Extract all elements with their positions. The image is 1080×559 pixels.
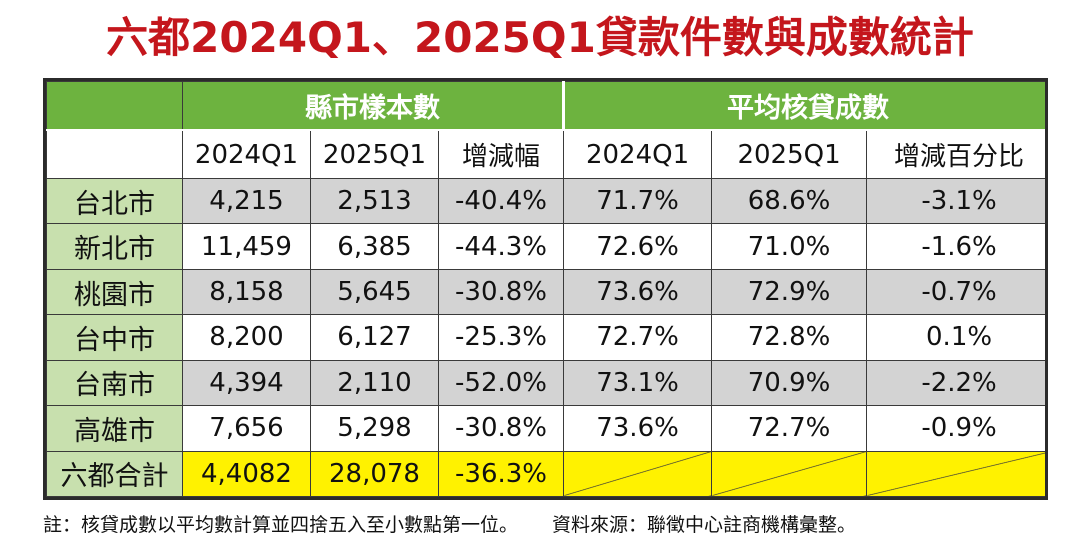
table-cell: 72.6%	[563, 223, 713, 270]
table-cell: -30.8%	[437, 405, 565, 452]
column-header: 2025Q1	[711, 129, 868, 179]
corner-diagonal-cell	[46, 129, 183, 179]
total-empty-diagonal-cell	[711, 450, 868, 497]
table-cell: -3.1%	[866, 177, 1045, 225]
column-header: 增減百分比	[866, 129, 1045, 179]
table-cell: -1.6%	[866, 223, 1045, 270]
table-cell: 6,385	[310, 223, 439, 270]
table-cell: 2,513	[310, 177, 439, 225]
table-cell: -44.3%	[437, 223, 565, 270]
table-cell: 8,200	[182, 314, 311, 361]
table-cell: 0.1%	[866, 314, 1045, 361]
table-cell: 72.9%	[711, 268, 868, 316]
city-name-cell: 桃園市	[46, 268, 183, 316]
table-cell: -0.9%	[866, 405, 1045, 452]
total-empty-diagonal-cell	[563, 450, 713, 497]
column-header: 2024Q1	[182, 129, 311, 179]
city-name-cell: 台南市	[46, 359, 183, 407]
total-row: 六都合計 4,4082 28,078 -36.3%	[46, 450, 1045, 497]
city-name-cell: 高雄市	[46, 405, 183, 452]
table-row: 台中市 8,200 6,127 -25.3% 72.7% 72.8% 0.1%	[46, 314, 1045, 361]
stats-table: 縣市樣本數 平均核貸成數 2024Q1 2025Q1 增減幅 2024Q1 20…	[43, 78, 1048, 500]
table-cell: -30.8%	[437, 268, 565, 316]
group-header-avg-ratio: 平均核貸成數	[562, 81, 1045, 131]
table-cell: 11,459	[182, 223, 311, 270]
table-cell: 7,656	[182, 405, 311, 452]
total-cell: -36.3%	[437, 450, 565, 497]
table-cell: 72.7%	[711, 405, 868, 452]
table-cell: -2.2%	[866, 359, 1045, 407]
table-cell: 70.9%	[711, 359, 868, 407]
table-row: 台北市 4,215 2,513 -40.4% 71.7% 68.6% -3.1%	[46, 177, 1045, 225]
table-cell: 2,110	[310, 359, 439, 407]
total-cell: 28,078	[310, 450, 439, 497]
table-cell: 5,645	[310, 268, 439, 316]
total-empty-diagonal-cell	[866, 450, 1045, 497]
source-text: 資料來源：聯徵中心註商機構彙整。	[552, 514, 857, 536]
group-header-row: 縣市樣本數 平均核貸成數	[46, 81, 1045, 131]
city-name-cell: 台中市	[46, 314, 183, 361]
table-cell: -40.4%	[437, 177, 565, 225]
table-cell: 73.6%	[563, 268, 713, 316]
table-cell: 71.7%	[563, 177, 713, 225]
table-cell: -0.7%	[866, 268, 1045, 316]
table-cell: 68.6%	[711, 177, 868, 225]
table-cell: 4,394	[182, 359, 311, 407]
table-cell: 73.1%	[563, 359, 713, 407]
table-row: 高雄市 7,656 5,298 -30.8% 73.6% 72.7% -0.9%	[46, 405, 1045, 452]
table-cell: 71.0%	[711, 223, 868, 270]
column-header: 增減幅	[437, 129, 565, 179]
corner-header-top	[46, 81, 183, 131]
total-cell: 4,4082	[182, 450, 311, 497]
column-header: 2024Q1	[563, 129, 713, 179]
table-row: 桃園市 8,158 5,645 -30.8% 73.6% 72.9% -0.7%	[46, 268, 1045, 316]
table-cell: 4,215	[182, 177, 311, 225]
city-name-cell: 新北市	[46, 223, 183, 270]
footnote: 註：核貸成數以平均數計算並四捨五入至小數點第一位。 資料來源：聯徵中心註商機構彙整…	[43, 508, 1063, 542]
chart-title: 六都2024Q1、2025Q1貸款件數與成數統計	[106, 13, 974, 62]
table-cell: 73.6%	[563, 405, 713, 452]
table-cell: 72.7%	[563, 314, 713, 361]
column-header-row: 2024Q1 2025Q1 增減幅 2024Q1 2025Q1 增減百分比	[46, 129, 1045, 179]
group-header-sample-count: 縣市樣本數	[181, 81, 565, 131]
column-header: 2025Q1	[310, 129, 439, 179]
city-name-cell: 台北市	[46, 177, 183, 225]
table-cell: -25.3%	[437, 314, 565, 361]
table-row: 新北市 11,459 6,385 -44.3% 72.6% 71.0% -1.6…	[46, 223, 1045, 270]
table-cell: 72.8%	[711, 314, 868, 361]
table-cell: 8,158	[182, 268, 311, 316]
table-row: 台南市 4,394 2,110 -52.0% 73.1% 70.9% -2.2%	[46, 359, 1045, 407]
footnote-text: 註：核貸成數以平均數計算並四捨五入至小數點第一位。	[43, 514, 519, 536]
table-cell: 6,127	[310, 314, 439, 361]
table-cell: -52.0%	[437, 359, 565, 407]
total-label-cell: 六都合計	[46, 450, 183, 497]
table-cell: 5,298	[310, 405, 439, 452]
